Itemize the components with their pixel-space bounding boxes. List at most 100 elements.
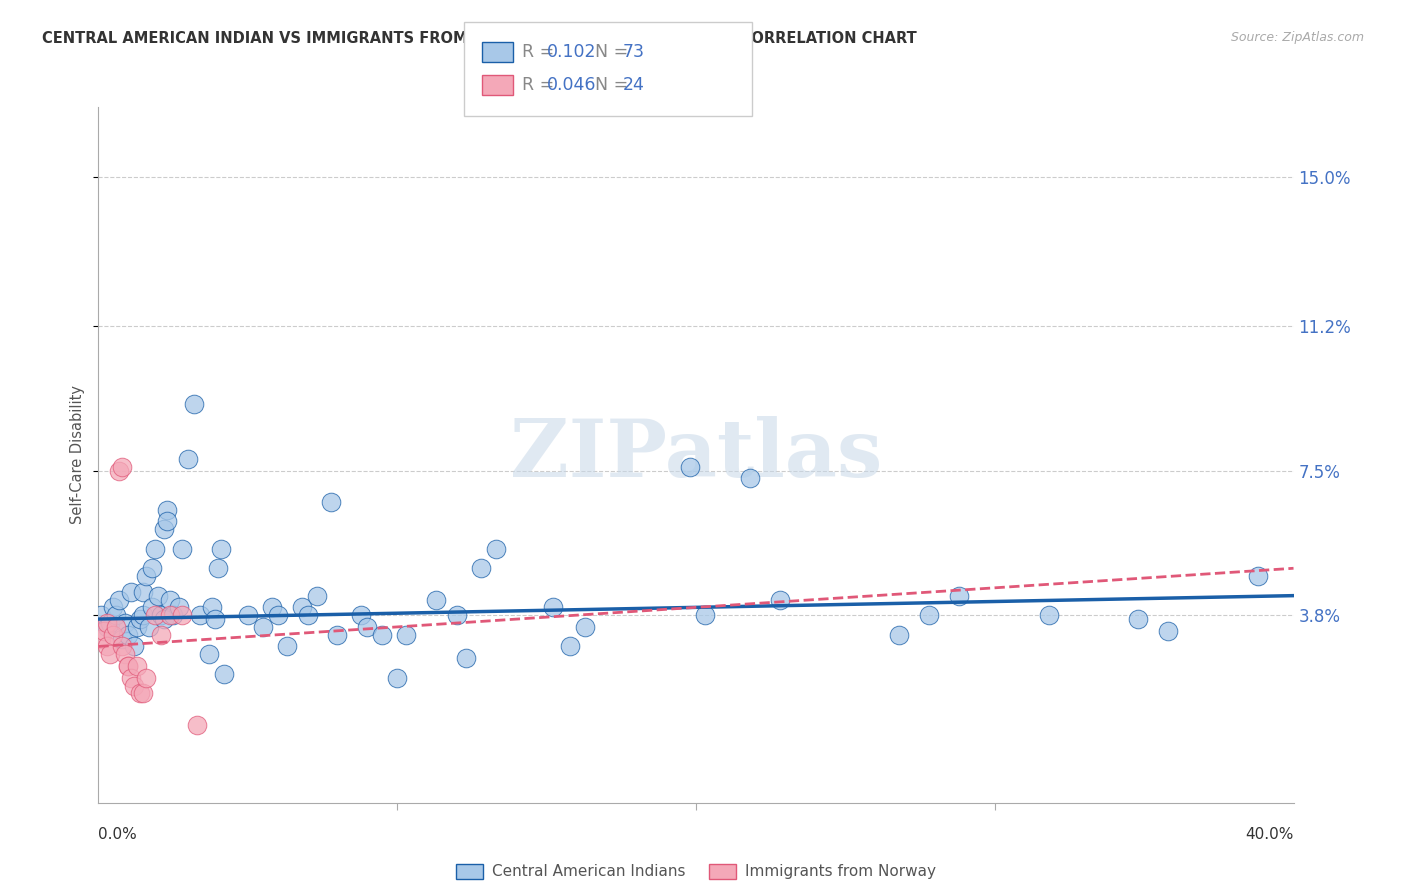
Point: [124, 679, 146, 693]
Point: [132, 608, 155, 623]
Point: [1157, 624, 1180, 638]
Point: [117, 628, 139, 642]
Point: [260, 600, 283, 615]
Point: [127, 659, 149, 673]
Point: [153, 522, 176, 536]
Point: [177, 451, 200, 466]
Point: [114, 615, 136, 630]
Point: [96, 640, 118, 654]
Point: [738, 471, 761, 485]
Text: R =: R =: [522, 76, 560, 94]
Point: [1247, 569, 1270, 583]
Point: [150, 608, 173, 623]
Point: [186, 717, 208, 731]
Point: [305, 589, 328, 603]
Text: 0.046: 0.046: [547, 76, 596, 94]
Point: [889, 628, 911, 642]
Point: [188, 608, 211, 623]
Point: [141, 561, 163, 575]
Point: [172, 541, 194, 556]
Text: CENTRAL AMERICAN INDIAN VS IMMIGRANTS FROM NORWAY SELF-CARE DISABILITY CORRELATI: CENTRAL AMERICAN INDIAN VS IMMIGRANTS FR…: [42, 31, 917, 46]
Point: [117, 659, 139, 673]
Point: [209, 541, 232, 556]
Point: [114, 647, 136, 661]
Point: [1128, 612, 1150, 626]
Point: [111, 459, 134, 474]
Point: [159, 592, 181, 607]
Point: [321, 495, 343, 509]
Point: [100, 615, 122, 630]
Point: [143, 608, 166, 623]
Point: [162, 608, 184, 623]
Text: N =: N =: [595, 76, 634, 94]
Point: [693, 608, 716, 623]
Point: [395, 628, 418, 642]
Point: [90, 608, 112, 623]
Point: [124, 640, 146, 654]
Point: [135, 671, 157, 685]
Point: [93, 624, 115, 638]
Point: [120, 671, 142, 685]
Point: [198, 647, 221, 661]
Point: [108, 464, 131, 478]
Point: [111, 640, 134, 654]
Point: [918, 608, 941, 623]
Point: [207, 561, 229, 575]
Point: [141, 600, 163, 615]
Point: [132, 686, 155, 700]
Point: [291, 600, 314, 615]
Point: [117, 659, 139, 673]
Point: [172, 608, 194, 623]
Point: [108, 592, 131, 607]
Point: [252, 620, 274, 634]
Point: [212, 666, 235, 681]
Text: 73: 73: [623, 43, 645, 61]
Point: [350, 608, 373, 623]
Y-axis label: Self-Care Disability: Self-Care Disability: [70, 385, 86, 524]
Point: [96, 615, 118, 630]
Point: [560, 640, 582, 654]
Legend: Central American Indians, Immigrants from Norway: Central American Indians, Immigrants fro…: [450, 857, 942, 886]
Point: [183, 397, 205, 411]
Point: [105, 608, 128, 623]
Point: [541, 600, 564, 615]
Point: [276, 640, 298, 654]
Text: 0.0%: 0.0%: [98, 827, 138, 841]
Point: [129, 612, 152, 626]
Point: [454, 651, 477, 665]
Point: [111, 632, 134, 646]
Point: [236, 608, 259, 623]
Point: [574, 620, 596, 634]
Point: [470, 561, 492, 575]
Point: [105, 620, 128, 634]
Point: [148, 589, 170, 603]
Point: [159, 608, 181, 623]
Text: R =: R =: [522, 43, 560, 61]
Point: [156, 502, 179, 516]
Point: [129, 686, 152, 700]
Text: 0.102: 0.102: [547, 43, 596, 61]
Point: [385, 671, 409, 685]
Point: [948, 589, 970, 603]
Text: 24: 24: [623, 76, 645, 94]
Point: [90, 632, 112, 646]
Point: [356, 620, 378, 634]
Text: 40.0%: 40.0%: [1246, 827, 1294, 841]
Point: [769, 592, 792, 607]
Point: [103, 600, 125, 615]
Point: [156, 514, 179, 528]
Point: [425, 592, 447, 607]
Point: [150, 628, 173, 642]
Point: [103, 628, 125, 642]
Text: N =: N =: [595, 43, 634, 61]
Point: [153, 612, 176, 626]
Point: [120, 584, 142, 599]
Text: ZIPatlas: ZIPatlas: [510, 416, 882, 494]
Point: [371, 628, 394, 642]
Point: [204, 612, 226, 626]
Point: [679, 459, 702, 474]
Point: [167, 600, 190, 615]
Point: [1038, 608, 1060, 623]
Point: [485, 541, 508, 556]
Point: [143, 541, 166, 556]
